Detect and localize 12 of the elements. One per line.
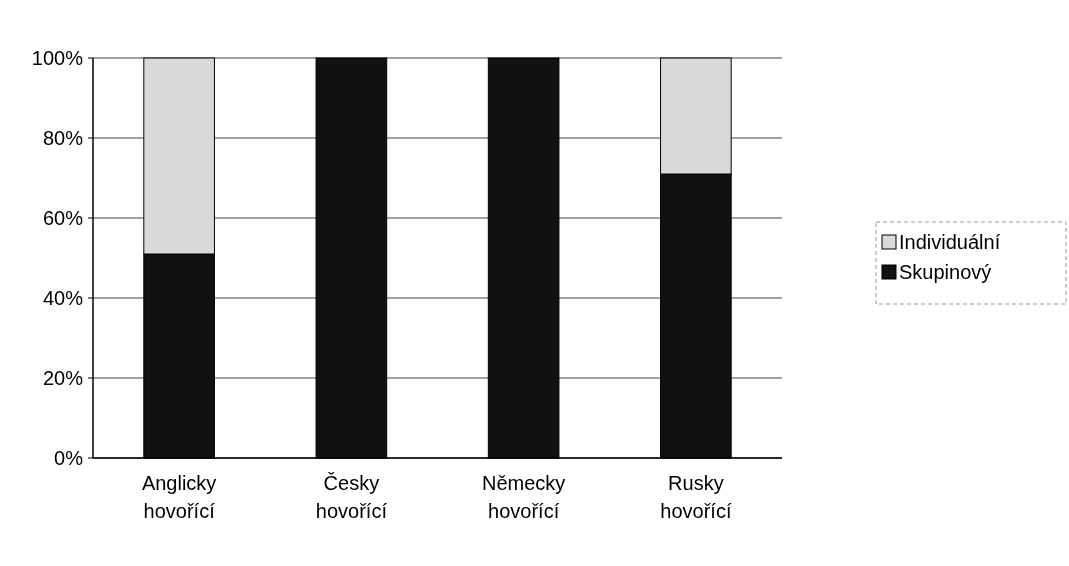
x-tick-label: Česky hovořící — [315, 472, 388, 522]
y-tick-label: 100% — [31, 47, 84, 69]
y-tick-label: 80% — [42, 127, 84, 149]
x-tick-label: Anglicky hovořící — [141, 472, 217, 522]
legend-label: Skupinový — [899, 261, 992, 283]
y-tick-label: 0% — [54, 447, 84, 469]
x-tick-label: Rusky hovořící — [660, 472, 732, 522]
legend-label: Individuální — [899, 231, 1001, 253]
y-tick-label: 20% — [42, 367, 84, 389]
y-tick-label: 60% — [42, 207, 84, 229]
x-tick-label: Německy hovořící — [481, 472, 566, 522]
y-tick-label: 40% — [42, 287, 84, 309]
